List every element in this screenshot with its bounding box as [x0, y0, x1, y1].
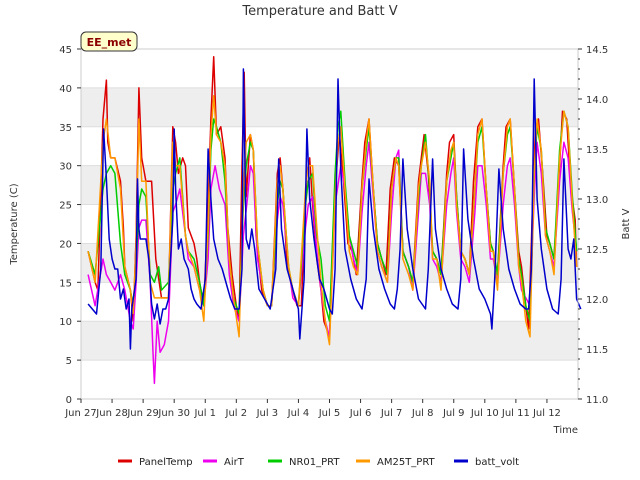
y-tick-label: 20	[59, 239, 72, 250]
y-axis-label: Temperature (C)	[9, 183, 20, 265]
x-tick-label: Jun 30	[157, 408, 190, 419]
y-tick-label: 25	[59, 201, 72, 212]
y2-axis-label: Batt V	[621, 208, 632, 239]
y2-tick-label: 12.0	[586, 295, 608, 306]
x-tick-label: Jul 1	[193, 408, 216, 419]
x-tick-label: Jul 6	[349, 408, 372, 419]
y-tick-label: 45	[59, 45, 72, 56]
chart-title: Temperature and Batt V	[241, 4, 397, 19]
series-line-nr01-prt	[87, 110, 578, 322]
y2-tick-label: 14.5	[586, 45, 608, 56]
y-tick-label: 40	[59, 84, 72, 95]
y2-tick-label: 14.0	[586, 95, 608, 106]
x-tick-label: Jul 12	[532, 408, 561, 419]
x-tick-label: Jul 4	[287, 408, 310, 419]
x-axis: Jun 27 Jun 28 Jun 29 Jun 30 Jul 1 Jul 2 Jul 3 J…	[64, 399, 561, 419]
y2-tick-label: 11.0	[586, 395, 608, 406]
x-tick-label: Jul 8	[411, 408, 434, 419]
x-tick-label: Jul 7	[380, 408, 403, 419]
legend-label: batt_volt	[475, 457, 519, 468]
x-tick-label: Jul 9	[442, 408, 465, 419]
station-badge: EE_met	[80, 31, 138, 52]
x-tick-label: Jun 29	[126, 408, 159, 419]
x-tick-label: Jul 11	[501, 408, 530, 419]
band	[81, 87, 578, 127]
x-tick-label: Jun 28	[95, 408, 128, 419]
x-tick-label: Jul 5	[318, 408, 341, 419]
y2-tick-label: 11.5	[586, 345, 608, 356]
series-line-batt-volt	[87, 68, 582, 350]
right-axis: 11.0 11.5 12.0 12.5 13.0 13.5 14.0 14.5	[578, 45, 608, 406]
y-tick-label: 15	[59, 278, 72, 289]
y-tick-label: 0	[66, 395, 72, 406]
plot-series	[87, 56, 582, 385]
legend-label: PanelTemp	[139, 457, 193, 468]
x-tick-label: Jul 3	[256, 408, 279, 419]
y-tick-label: 30	[59, 162, 72, 173]
y2-tick-label: 13.5	[586, 145, 608, 156]
legend-label: AirT	[224, 457, 245, 468]
y-tick-label: 10	[59, 317, 72, 328]
y-tick-label: 5	[66, 356, 72, 367]
legend-label: NR01_PRT	[289, 457, 340, 468]
x-tick-label: Jul 2	[225, 408, 248, 419]
legend: PanelTemp AirT NR01_PRT AM25T_PRT batt_volt	[118, 457, 519, 468]
y-tick-label: 35	[59, 123, 72, 134]
badge-box	[80, 31, 138, 52]
badge-label: EE_met	[87, 36, 132, 49]
x-tick-label: Jun 27	[64, 408, 97, 419]
legend-label: AM25T_PRT	[377, 457, 436, 468]
x-tick-label: Jul 10	[470, 408, 499, 419]
y2-tick-label: 12.5	[586, 245, 608, 256]
y2-tick-label: 13.0	[586, 195, 608, 206]
left-axis: 0 5 10 15 20 25 30 35 40 45	[59, 45, 81, 406]
band	[81, 165, 578, 205]
x-axis-label: Time	[553, 425, 578, 436]
